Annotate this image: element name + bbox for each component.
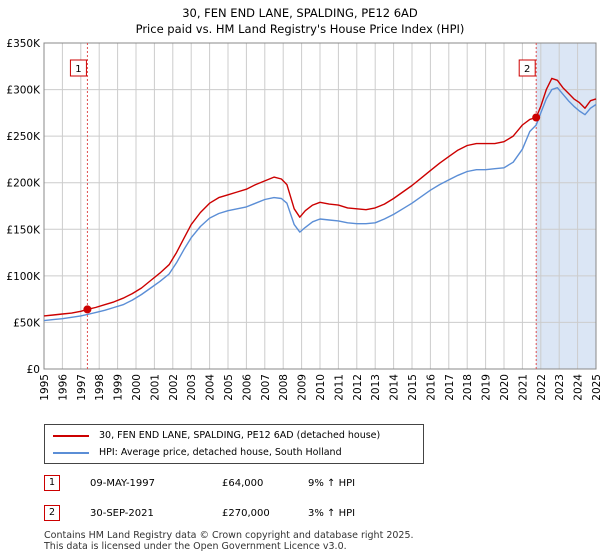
legend-swatch-hpi — [53, 452, 89, 454]
x-tick-label: 2017 — [444, 374, 456, 401]
x-tick-label: 2022 — [536, 374, 548, 401]
x-tick-label: 2000 — [131, 374, 143, 401]
transaction-hpi-diff: 9% ↑ HPI — [308, 478, 356, 489]
x-tick-label: 1998 — [94, 374, 106, 401]
x-tick-label: 2021 — [517, 374, 529, 401]
x-tick-label: 2013 — [370, 374, 382, 401]
chart-subtitle: Price paid vs. HM Land Registry's House … — [135, 22, 465, 36]
legend: 30, FEN END LANE, SPALDING, PE12 6AD (de… — [44, 424, 424, 464]
transaction-row: 2 30-SEP-2021 £270,000 3% ↑ HPI — [44, 504, 464, 524]
y-tick-label: £200K — [6, 178, 41, 190]
x-tick-label: 2019 — [481, 374, 493, 401]
x-tick-label: 2024 — [573, 374, 585, 401]
legend-label-property: 30, FEN END LANE, SPALDING, PE12 6AD (de… — [99, 430, 381, 441]
x-tick-label: 2025 — [591, 374, 600, 401]
transaction-date: 30-SEP-2021 — [90, 508, 154, 519]
x-tick-label: 2008 — [278, 374, 290, 401]
footer-line-1: Contains HM Land Registry data © Crown c… — [44, 530, 414, 541]
x-tick-label: 1999 — [113, 374, 125, 401]
footer-attribution: Contains HM Land Registry data © Crown c… — [44, 530, 414, 552]
legend-swatch-property — [53, 435, 89, 437]
x-tick-label: 2014 — [389, 374, 401, 401]
transaction-price: £64,000 — [222, 478, 264, 489]
y-tick-label: £100K — [6, 271, 41, 283]
y-tick-label: £0 — [27, 364, 40, 376]
y-tick-label: £250K — [6, 131, 41, 143]
x-tick-label: 1995 — [39, 374, 51, 401]
transaction-point — [83, 305, 92, 314]
y-tick-label: £150K — [6, 224, 41, 236]
x-tick-label: 2001 — [149, 374, 161, 401]
transaction-point — [532, 113, 541, 122]
transaction-date: 09-MAY-1997 — [90, 478, 156, 489]
x-tick-label: 2009 — [297, 374, 309, 401]
x-tick-label: 2002 — [168, 374, 180, 401]
x-tick-label: 2015 — [407, 374, 419, 401]
series-line-hpi — [43, 86, 597, 322]
transaction-label-box — [518, 59, 536, 77]
transaction-label: 1 — [75, 64, 81, 75]
x-tick-label: 2004 — [205, 374, 217, 401]
transaction-label-box — [69, 59, 87, 77]
x-tick-label: 2018 — [462, 374, 474, 401]
price-chart: £0 £50K £100K £150K £200K £250K £300K £350K 1995… — [6, 38, 600, 401]
legend-label-hpi: HPI: Average price, detached house, Sout… — [99, 447, 342, 458]
footer-line-2: This data is licensed under the Open Gov… — [44, 541, 347, 552]
plot-border — [43, 42, 597, 370]
chart-title: 30, FEN END LANE, SPALDING, PE12 6AD — [182, 6, 418, 20]
x-tick-label: 2005 — [223, 374, 235, 401]
y-tick-label: £300K — [6, 85, 41, 97]
y-tick-label: £350K — [6, 38, 41, 50]
transaction-row: 1 09-MAY-1997 £64,000 9% ↑ HPI — [44, 474, 464, 494]
transaction-price: £270,000 — [222, 508, 270, 519]
transaction-badge: 2 — [44, 505, 60, 521]
x-tick-label: 1997 — [76, 374, 88, 401]
transaction-hpi-diff: 3% ↑ HPI — [308, 508, 356, 519]
y-tick-label: £50K — [13, 317, 41, 329]
x-tick-label: 2010 — [315, 374, 327, 401]
x-tick-label: 2020 — [499, 374, 511, 401]
x-tick-label: 2016 — [425, 374, 437, 401]
x-tick-label: 2023 — [554, 374, 566, 401]
x-tick-label: 1996 — [57, 374, 69, 401]
x-tick-label: 2007 — [260, 374, 272, 401]
transaction-badge: 1 — [44, 475, 60, 491]
x-tick-label: 2006 — [241, 374, 253, 401]
transaction-label: 2 — [524, 64, 530, 75]
x-tick-label: 2012 — [352, 374, 364, 401]
x-tick-label: 2003 — [186, 374, 198, 401]
x-tick-label: 2011 — [333, 374, 345, 401]
